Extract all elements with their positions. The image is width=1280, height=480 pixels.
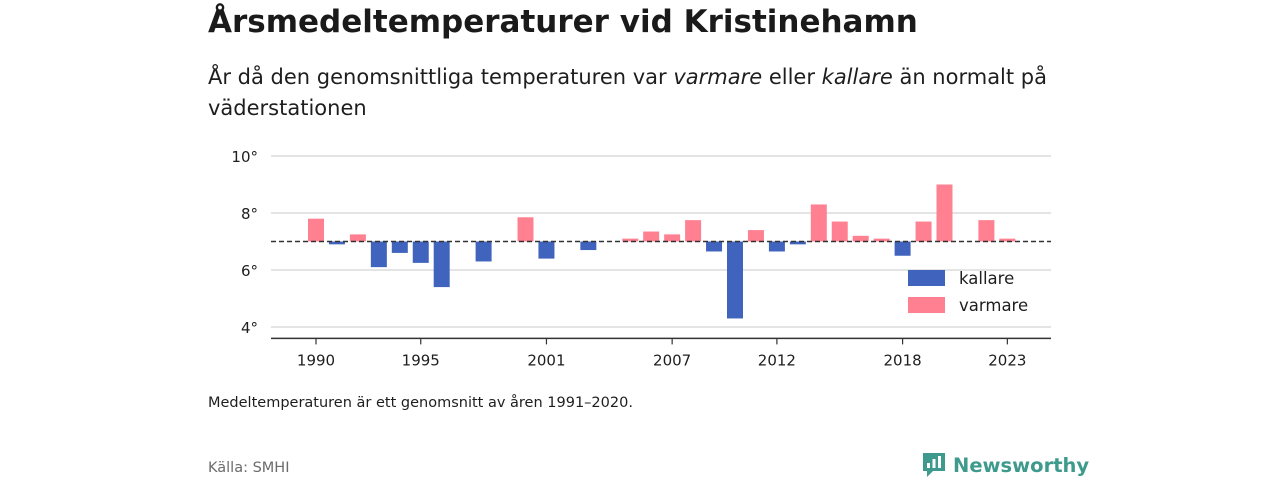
bar-kallare — [412, 241, 429, 263]
legend-label-kallare: kallare — [959, 269, 1014, 288]
bar-varmare — [622, 238, 639, 242]
y-tick-label: 6° — [241, 262, 258, 280]
source-credit: Källa: SMHI — [208, 460, 290, 476]
legend-swatch-kallare — [908, 270, 945, 286]
x-tick-label: 1995 — [402, 351, 440, 369]
bar-kallare — [894, 241, 911, 256]
bar-varmare — [349, 234, 366, 242]
subtitle-text: än normalt på väderstationen — [208, 65, 1047, 120]
bar-varmare — [517, 217, 534, 242]
bar-kallare — [370, 241, 387, 268]
bar-kallare — [328, 241, 345, 245]
bar-varmare — [936, 184, 953, 242]
bar-varmare — [747, 230, 764, 242]
x-tick-label: 1990 — [297, 351, 335, 369]
brand-name: Newsworthy — [953, 453, 1090, 477]
bar-varmare — [685, 220, 702, 242]
x-tick-label: 2001 — [527, 351, 565, 369]
newsworthy-logo-icon — [923, 453, 945, 477]
bar-varmare — [810, 204, 827, 242]
x-tick-label: 2023 — [988, 351, 1026, 369]
bar-kallare — [727, 241, 743, 319]
chart-title: Årsmedeltemperaturer vid Kristinehamn — [208, 4, 918, 40]
bar-varmare — [831, 221, 848, 242]
bar-varmare — [308, 218, 324, 242]
newsworthy-logo: Newsworthy — [921, 451, 1089, 479]
bar-kallare — [391, 241, 408, 253]
bar-kallare — [768, 241, 785, 252]
x-tick-label: 2018 — [884, 351, 922, 369]
bar-kallare — [475, 241, 492, 262]
subtitle-emphasis-warmer: varmare — [673, 65, 763, 89]
bar-varmare — [978, 220, 995, 242]
bar-varmare — [852, 235, 869, 242]
bar-kallare — [538, 241, 555, 259]
footnote: Medeltemperaturen är ett genomsnitt av å… — [208, 395, 633, 411]
y-tick-label: 10° — [231, 148, 258, 166]
legend-label-varmare: varmare — [959, 296, 1028, 315]
bar-varmare — [915, 221, 932, 242]
bar-varmare — [664, 234, 681, 242]
subtitle-emphasis-colder: kallare — [821, 65, 893, 89]
bar-kallare — [580, 241, 597, 251]
y-tick-label: 8° — [241, 205, 258, 223]
subtitle-text: eller — [762, 65, 822, 89]
bar-kallare — [789, 241, 806, 245]
x-tick-label: 2007 — [653, 351, 691, 369]
bar-chart: 4° 6° 8° 10° 1990 1995 2001 2007 2012 2018 2023 kal… — [231, 148, 1051, 369]
bar-kallare — [706, 241, 723, 252]
chart-subtitle: År då den genomsnittliga temperaturen va… — [208, 62, 1068, 124]
bar-varmare — [643, 231, 660, 242]
y-tick-label: 4° — [241, 319, 258, 337]
x-tick-label: 2012 — [758, 351, 796, 369]
subtitle-text: År då den genomsnittliga temperaturen va… — [208, 65, 674, 89]
bar-varmare — [873, 238, 890, 242]
bar-varmare — [999, 238, 1016, 242]
legend-swatch-varmare — [908, 297, 945, 313]
bar-kallare — [433, 241, 450, 288]
